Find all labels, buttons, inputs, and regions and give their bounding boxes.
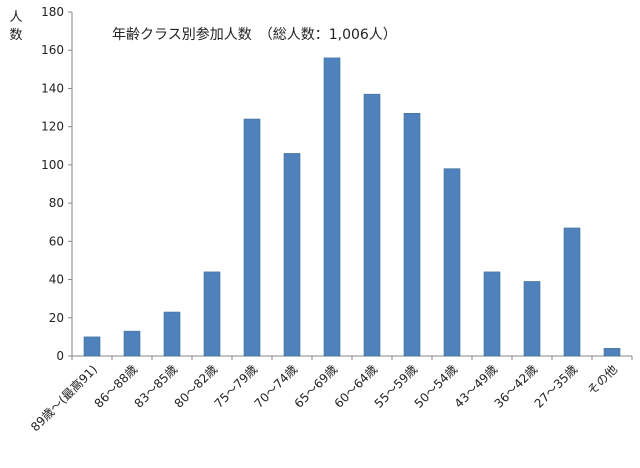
bar	[523, 281, 541, 357]
x-tick-label: 89歳～(最高91)	[27, 362, 100, 435]
x-tick-label: 27～35歳	[532, 362, 580, 410]
x-tick-labels: 89歳～(最高91)86～88歳83～85歳80～82歳75～79歳70～74歳…	[27, 362, 620, 435]
bar	[603, 348, 621, 357]
bar	[563, 227, 581, 357]
x-tick-label: その他	[585, 362, 620, 397]
y-axis-label: 人数	[9, 10, 22, 43]
axes	[71, 12, 633, 360]
bar	[203, 271, 221, 357]
x-tick-label: 50～54歳	[412, 362, 460, 410]
y-tick-label: 60	[49, 234, 64, 248]
bar	[83, 336, 101, 357]
y-tick-label: 160	[41, 43, 64, 57]
y-ticks: 0 20 40 60 80 100 120 140 160 180	[41, 5, 72, 363]
x-tick-label: 80～82歳	[172, 362, 220, 410]
x-tick-label: 86～88歳	[92, 362, 140, 410]
y-tick-label: 100	[41, 158, 64, 172]
bar	[283, 153, 301, 357]
bar	[403, 112, 421, 357]
y-tick-label: 180	[41, 5, 64, 19]
x-tick-label: 83～85歳	[132, 362, 180, 410]
y-tick-label: 0	[56, 349, 64, 363]
y-tick-label: 20	[49, 311, 64, 325]
x-tick-label: 36～42歳	[492, 362, 540, 410]
y-tick-label: 40	[49, 273, 64, 287]
bar	[243, 118, 261, 357]
x-tick-label: 75～79歳	[212, 362, 260, 410]
bar	[443, 168, 461, 357]
x-tick-label: 65～69歳	[292, 362, 340, 410]
x-tick-label: 43～49歳	[452, 362, 500, 410]
bars	[83, 57, 621, 357]
x-tick-label: 55～59歳	[372, 362, 420, 410]
y-tick-label: 120	[41, 120, 64, 134]
bar	[363, 93, 381, 357]
x-tick-label: 60～64歳	[332, 362, 380, 410]
x-tick-label: 70～74歳	[252, 362, 300, 410]
bar	[323, 57, 341, 357]
bar	[483, 271, 501, 357]
bar	[163, 311, 181, 357]
y-tick-label: 80	[49, 196, 64, 210]
chart-title: 年齢クラス別参加人数 （総人数：1,006人）	[112, 26, 397, 43]
bar	[123, 330, 141, 357]
y-tick-label: 140	[41, 81, 64, 95]
